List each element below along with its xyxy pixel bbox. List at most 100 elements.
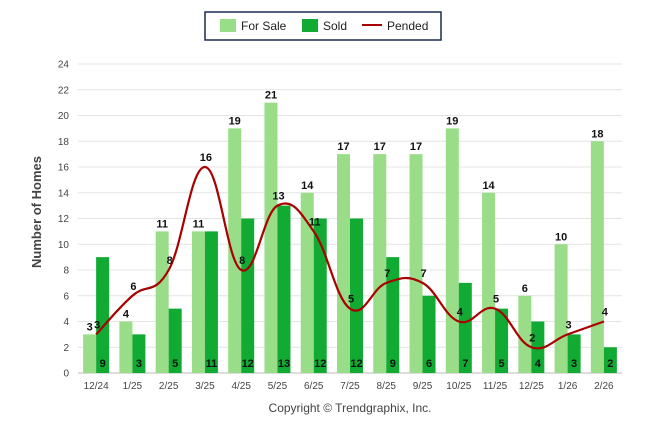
legend-swatch-sold xyxy=(302,19,318,32)
x-tick-label: 9/25 xyxy=(413,381,433,392)
legend-label-pended: Pended xyxy=(387,19,428,33)
data-label-for-sale: 14 xyxy=(301,180,314,192)
y-tick-label: 12 xyxy=(58,214,70,225)
data-label-for-sale: 19 xyxy=(446,115,458,127)
copyright-text: Copyright © Trendgraphix, Inc. xyxy=(269,401,432,415)
x-tick-label: 2/25 xyxy=(159,381,179,392)
bars xyxy=(83,102,617,373)
y-tick-label: 20 xyxy=(58,111,70,122)
bar-for-sale xyxy=(83,334,97,373)
data-label-sold: 12 xyxy=(242,358,254,370)
bar-sold xyxy=(386,257,400,373)
data-label-for-sale: 6 xyxy=(522,283,528,295)
x-tick-label: 1/26 xyxy=(558,381,578,392)
bar-sold xyxy=(132,334,146,373)
data-label-sold: 5 xyxy=(499,358,505,370)
bar-for-sale xyxy=(482,192,496,373)
y-tick-label: 6 xyxy=(63,291,69,302)
y-axis-label: Number of Homes xyxy=(29,156,44,268)
data-label-pended: 8 xyxy=(239,255,245,267)
y-tick-label: 2 xyxy=(63,343,69,354)
bar-for-sale xyxy=(409,154,423,373)
data-label-pended: 7 xyxy=(384,268,390,280)
data-label-for-sale: 4 xyxy=(123,309,130,321)
pended-line-layer xyxy=(95,165,605,350)
data-label-for-sale: 10 xyxy=(555,231,567,243)
bar-sold xyxy=(277,205,291,373)
data-label-pended: 11 xyxy=(309,216,321,228)
data-label-sold: 3 xyxy=(571,358,577,370)
bar-for-sale xyxy=(445,128,459,373)
legend-box xyxy=(204,11,442,41)
data-label-pended: 7 xyxy=(420,268,426,280)
data-label-for-sale: 19 xyxy=(229,115,241,127)
legend-label-for-sale: For Sale xyxy=(241,19,287,33)
x-tick-label: 5/25 xyxy=(268,381,288,392)
data-label-for-sale: 11 xyxy=(156,218,168,230)
bar-sold xyxy=(96,257,110,373)
x-tick-label: 10/25 xyxy=(446,381,471,392)
bar-sold xyxy=(313,218,327,373)
data-label-sold: 5 xyxy=(172,358,178,370)
data-label-for-sale: 17 xyxy=(374,141,386,153)
legend-swatch-for-sale xyxy=(220,19,236,32)
data-label-pended: 3 xyxy=(94,319,100,331)
data-label-for-sale: 3 xyxy=(87,321,93,333)
bar-sold xyxy=(458,282,472,373)
y-tick-label: 10 xyxy=(58,240,70,251)
data-label-pended: 4 xyxy=(602,307,609,319)
bar-for-sale xyxy=(300,192,314,373)
y-tick-label: 24 xyxy=(58,60,70,71)
data-label-for-sale: 18 xyxy=(591,128,603,140)
legend: For Sale Sold Pended xyxy=(204,11,442,41)
x-tick-label: 7/25 xyxy=(340,381,360,392)
data-label-for-sale: 17 xyxy=(410,141,422,153)
x-tick-label: 12/25 xyxy=(519,381,544,392)
bar-sold xyxy=(531,321,545,373)
x-tick-label: 4/25 xyxy=(231,381,251,392)
x-tick-label: 12/24 xyxy=(84,381,109,392)
data-label-pended: 3 xyxy=(566,319,572,331)
bar-for-sale xyxy=(264,102,278,373)
bar-sold xyxy=(241,218,255,373)
bar-sold xyxy=(204,231,218,373)
bar-sold xyxy=(495,308,509,373)
data-label-sold: 9 xyxy=(390,358,396,370)
bar-for-sale xyxy=(337,154,350,373)
legend-label-sold: Sold xyxy=(323,19,347,33)
data-label-for-sale: 17 xyxy=(337,141,349,153)
x-tick-label: 11/25 xyxy=(483,381,508,392)
data-label-sold: 6 xyxy=(426,358,432,370)
x-tick-label: 3/25 xyxy=(195,381,215,392)
x-tick-label: 1/25 xyxy=(123,381,143,392)
bar-for-sale xyxy=(590,141,604,373)
data-label-sold: 9 xyxy=(100,358,106,370)
bar-for-sale xyxy=(191,231,205,373)
bar-sold xyxy=(422,295,436,373)
y-tick-label: 18 xyxy=(58,137,70,148)
data-label-pended: 6 xyxy=(130,281,136,293)
data-label-sold: 2 xyxy=(607,358,613,370)
bar-for-sale xyxy=(228,128,242,373)
bar-sold xyxy=(168,308,182,373)
y-tick-label: 8 xyxy=(63,266,69,277)
data-label-pended: 13 xyxy=(272,191,284,203)
x-tick-label: 2/26 xyxy=(594,381,614,392)
data-label-pended: 5 xyxy=(348,294,354,306)
data-label-sold: 12 xyxy=(350,358,362,370)
y-tick-label: 0 xyxy=(63,369,69,380)
data-label-pended: 2 xyxy=(529,332,535,344)
bar-sold xyxy=(603,347,617,373)
data-label-for-sale: 21 xyxy=(265,90,277,102)
data-label-sold: 7 xyxy=(462,358,468,370)
bar-for-sale xyxy=(518,295,532,373)
data-label-for-sale: 11 xyxy=(193,218,205,230)
y-tick-label: 14 xyxy=(58,188,70,199)
data-label-sold: 11 xyxy=(206,358,218,370)
bar-sold xyxy=(567,334,581,373)
pended-line xyxy=(95,165,605,350)
x-tick-label: 8/25 xyxy=(377,381,397,392)
data-label-pended: 16 xyxy=(200,152,212,164)
